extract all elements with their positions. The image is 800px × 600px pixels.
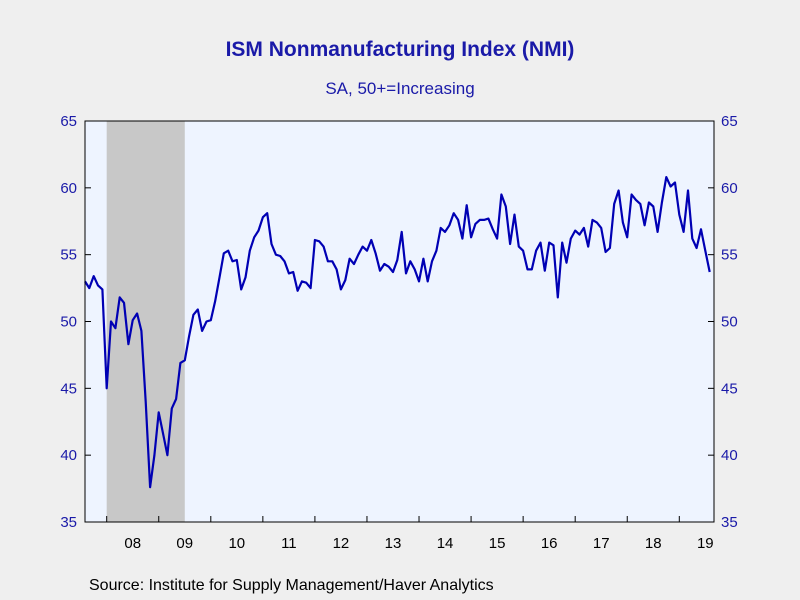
plot-frame (84, 120, 715, 523)
y-tick-label-right: 50 (721, 314, 738, 331)
left-axis: 35 40 45 50 55 60 65 (60, 113, 91, 531)
y-tick-label-right: 45 (721, 380, 738, 397)
x-tick-label: 09 (176, 535, 193, 552)
y-tick-label-right: 65 (721, 113, 738, 130)
y-tick-label-right: 60 (721, 180, 738, 197)
y-tick-label-left: 55 (60, 247, 77, 264)
y-tick-label-right: 40 (721, 447, 738, 464)
x-tick-label: 14 (437, 535, 454, 552)
x-tick-label: 18 (645, 535, 662, 552)
y-tick-label-right: 35 (721, 514, 738, 531)
x-tick-label: 12 (333, 535, 350, 552)
x-tick-label: 16 (541, 535, 558, 552)
x-tick-label: 15 (489, 535, 506, 552)
recession-band (106, 121, 185, 522)
y-tick-label-right: 55 (721, 247, 738, 264)
x-tick-label: 13 (385, 535, 402, 552)
y-tick-label-left: 65 (60, 113, 77, 130)
chart-subtitle: SA, 50+=Increasing (325, 79, 475, 98)
x-tick-label: 19 (697, 535, 714, 552)
right-axis: 35 40 45 50 55 60 65 (708, 113, 738, 531)
y-tick-label-left: 60 (60, 180, 77, 197)
plot-area (84, 120, 715, 523)
x-tick-label: 17 (593, 535, 610, 552)
x-tick-label: 08 (124, 535, 141, 552)
series-line (84, 176, 711, 489)
x-tick-label: 10 (228, 535, 245, 552)
chart-title: ISM Nonmanufacturing Index (NMI) (225, 38, 575, 61)
x-axis: 08 09 10 11 12 13 14 15 16 17 18 19 (106, 516, 714, 552)
y-tick-label-left: 50 (60, 314, 77, 331)
y-tick-label-left: 40 (60, 447, 77, 464)
y-tick-label-left: 45 (60, 380, 77, 397)
chart-source: Source: Institute for Supply Management/… (89, 577, 494, 594)
x-tick-label: 11 (281, 535, 297, 552)
y-tick-label-left: 35 (60, 514, 77, 531)
